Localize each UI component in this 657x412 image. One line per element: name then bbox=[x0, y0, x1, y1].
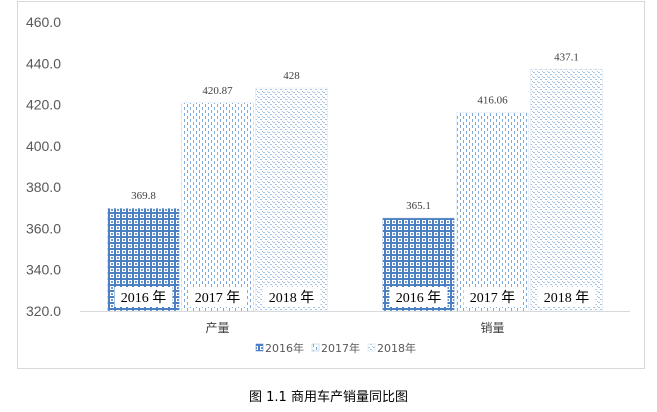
y-tick-label: 380.0 bbox=[26, 179, 61, 195]
bar bbox=[181, 102, 254, 312]
bar-inner-label: 2018 年 bbox=[544, 290, 590, 306]
bar bbox=[255, 87, 328, 312]
x-axis: 产量 销量 bbox=[80, 311, 630, 335]
y-tick-label: 360.0 bbox=[26, 220, 61, 236]
data-label: 428 bbox=[283, 70, 300, 82]
y-tick-label: 400.0 bbox=[26, 138, 61, 154]
data-label: 420.87 bbox=[202, 85, 233, 97]
chart-frame: 320.0 340.0 360.0 380.0 400.0 420.0 440.0 460.0… bbox=[17, 1, 645, 369]
bar-inner-label: 2016 年 bbox=[121, 290, 167, 306]
bar-inner-label: 2017 年 bbox=[195, 290, 241, 306]
bar-inner-label-box bbox=[389, 287, 448, 307]
data-label: 365.1 bbox=[406, 200, 431, 212]
y-tick-label: 460.0 bbox=[26, 14, 61, 30]
y-tick-label: 340.0 bbox=[26, 262, 61, 278]
bar-inner-label-box bbox=[463, 287, 522, 307]
legend-label: 2016年 bbox=[265, 341, 304, 355]
bar-chart: 320.0 340.0 360.0 380.0 400.0 420.0 440.0 460.0… bbox=[26, 14, 630, 355]
bar-inner-label: 2017 年 bbox=[470, 290, 516, 306]
category-label: 产量 bbox=[205, 321, 229, 335]
bars: 369.8 2016 年 420.87 2017 年 428 2018 年 365.1 201… bbox=[107, 51, 603, 312]
data-label: 369.8 bbox=[131, 190, 156, 202]
y-tick-label: 320.0 bbox=[26, 303, 61, 319]
legend: 2016年 2017年 2018年 bbox=[255, 341, 416, 355]
legend-swatch bbox=[311, 343, 320, 352]
bar bbox=[530, 69, 603, 312]
y-axis: 320.0 340.0 360.0 380.0 400.0 420.0 440.0 460.0 bbox=[26, 14, 61, 319]
bar bbox=[456, 112, 529, 312]
bar-inner-label: 2016 年 bbox=[396, 290, 442, 306]
legend-label: 2017年 bbox=[321, 341, 360, 355]
y-tick-label: 420.0 bbox=[26, 97, 61, 113]
legend-swatch bbox=[367, 343, 376, 352]
y-tick-label: 440.0 bbox=[26, 55, 61, 71]
data-label: 437.1 bbox=[554, 51, 579, 63]
bar-inner-label-box bbox=[262, 287, 321, 307]
bar-inner-label-box bbox=[188, 287, 247, 307]
legend-label: 2018年 bbox=[377, 341, 416, 355]
bar-inner-label: 2018 年 bbox=[269, 290, 315, 306]
bar-inner-label-box bbox=[114, 287, 173, 307]
legend-swatch bbox=[255, 343, 264, 352]
bar-inner-label-box bbox=[537, 287, 596, 307]
data-label: 416.06 bbox=[477, 95, 508, 107]
figure-caption: 图 1.1 商用车产销量同比图 bbox=[249, 390, 408, 405]
category-label: 销量 bbox=[480, 321, 504, 335]
